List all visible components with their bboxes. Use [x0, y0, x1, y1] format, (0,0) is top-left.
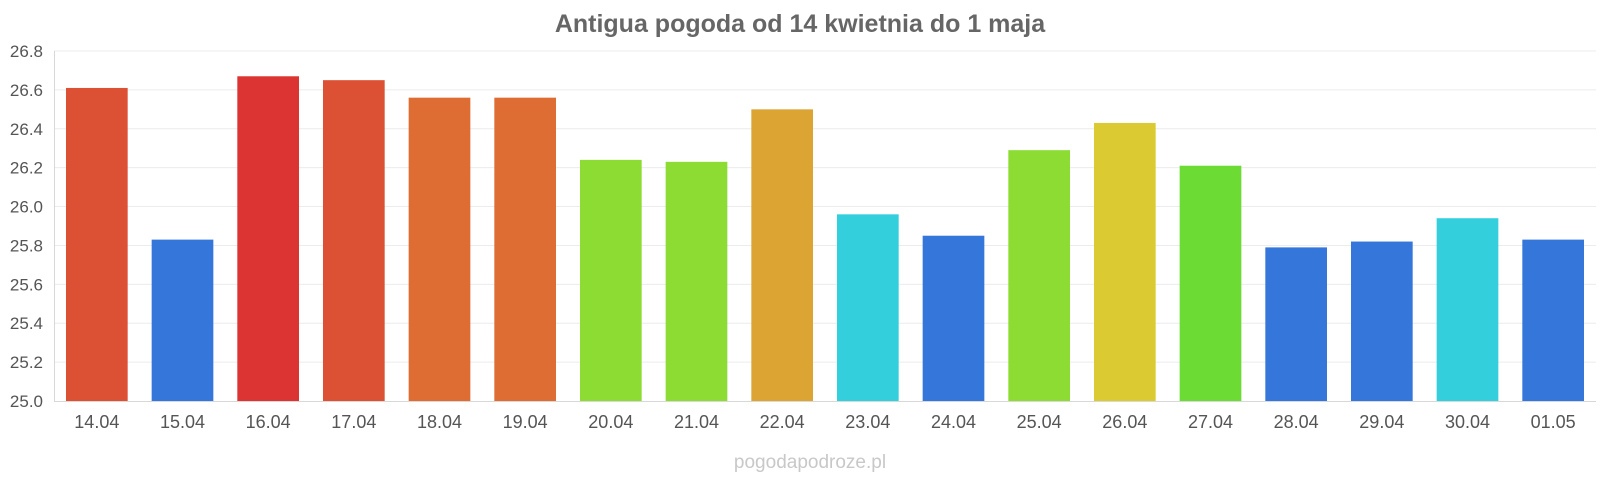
- x-tick-label: 21.04: [674, 412, 719, 432]
- bar-22.04: [751, 109, 814, 401]
- x-tick-label: 27.04: [1188, 412, 1233, 432]
- y-axis-ticks: 25.0 25.2 25.4 25.6 25.8 26.0 26.2 26.4 26.6 26.8: [10, 42, 43, 411]
- chart-title: Antigua pogoda od 14 kwietnia do 1 maja: [555, 10, 1046, 38]
- x-tick-label: 01.05: [1531, 412, 1576, 432]
- bar-28.04: [1265, 247, 1328, 401]
- y-tick-label: 26.8: [10, 42, 43, 61]
- bar-16.04: [237, 76, 300, 402]
- y-tick-label: 26.6: [10, 81, 43, 100]
- y-tick-label: 25.6: [10, 275, 43, 294]
- x-tick-label: 28.04: [1274, 412, 1319, 432]
- x-tick-label: 15.04: [160, 412, 205, 432]
- x-tick-label: 29.04: [1359, 412, 1404, 432]
- x-tick-label: 14.04: [74, 412, 119, 432]
- bar-01.05: [1522, 239, 1585, 401]
- x-tick-label: 17.04: [331, 412, 376, 432]
- bar-26.04: [1093, 122, 1156, 401]
- x-tick-label: 18.04: [417, 412, 462, 432]
- y-tick-label: 25.0: [10, 392, 43, 411]
- bar-27.04: [1179, 165, 1242, 401]
- x-tick-label: 19.04: [503, 412, 548, 432]
- bar-18.04: [408, 97, 471, 402]
- y-tick-label: 26.2: [10, 159, 43, 178]
- bar-25.04: [1008, 150, 1071, 401]
- x-tick-label: 26.04: [1102, 412, 1147, 432]
- bars: [65, 76, 1585, 402]
- bar-24.04: [922, 235, 985, 401]
- watermark: pogodapodroze.pl: [734, 452, 886, 473]
- y-tick-label: 25.4: [10, 314, 43, 333]
- y-tick-label: 25.2: [10, 353, 43, 372]
- x-axis-ticks: 14.04 15.04 16.04 17.04 18.04 19.04 20.04 21.04…: [74, 412, 1575, 432]
- bar-29.04: [1350, 241, 1413, 401]
- bar-23.04: [836, 214, 899, 401]
- y-tick-label: 26.0: [10, 198, 43, 217]
- bar-15.04: [151, 239, 214, 401]
- bar-21.04: [665, 161, 728, 401]
- x-tick-label: 22.04: [760, 412, 805, 432]
- bar-20.04: [579, 159, 642, 401]
- y-tick-label: 26.4: [10, 120, 43, 139]
- x-tick-label: 25.04: [1017, 412, 1062, 432]
- bar-14.04: [65, 87, 128, 401]
- x-tick-label: 16.04: [246, 412, 291, 432]
- x-tick-label: 20.04: [588, 412, 633, 432]
- y-tick-label: 25.8: [10, 236, 43, 255]
- gridlines: [54, 50, 1596, 363]
- x-tick-label: 24.04: [931, 412, 976, 432]
- bar-30.04: [1436, 218, 1499, 401]
- bar-17.04: [322, 80, 385, 402]
- x-tick-label: 30.04: [1445, 412, 1490, 432]
- bar-19.04: [494, 97, 557, 402]
- x-tick-label: 23.04: [845, 412, 890, 432]
